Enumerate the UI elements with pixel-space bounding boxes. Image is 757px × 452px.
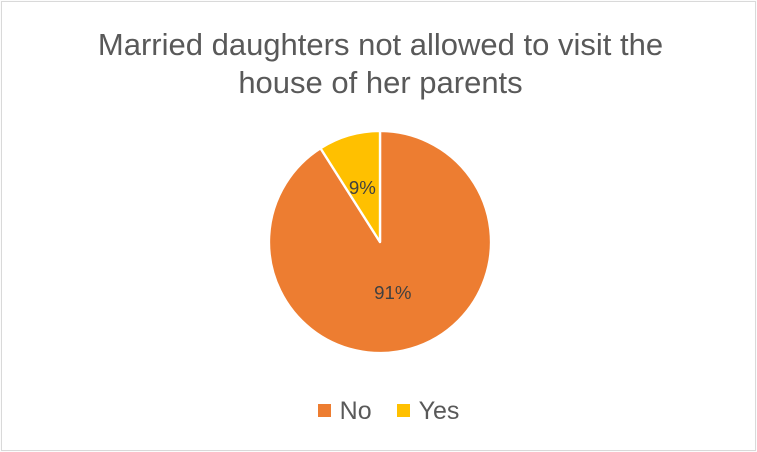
svg-text:9%: 9% [349,177,376,198]
svg-text:91%: 91% [374,282,411,303]
